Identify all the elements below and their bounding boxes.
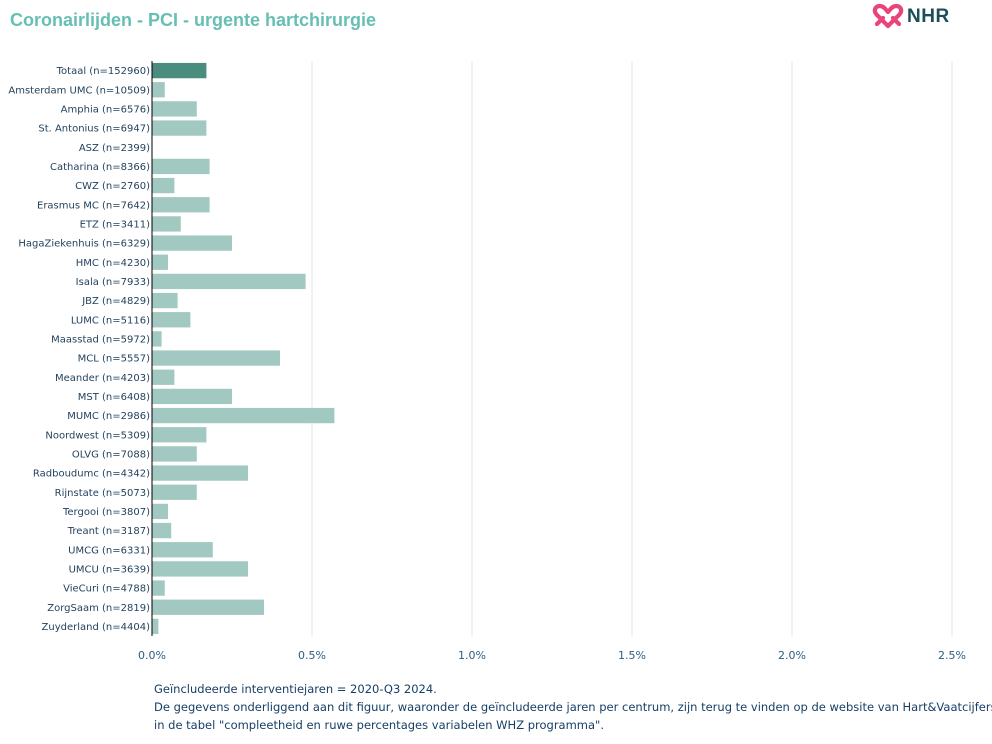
y-tick-label: MST (n=6408) bbox=[78, 392, 150, 403]
bar bbox=[152, 599, 264, 615]
y-tick-label: ZorgSaam (n=2819) bbox=[47, 603, 150, 614]
bar bbox=[152, 62, 207, 79]
bar bbox=[152, 427, 207, 443]
y-tick-label: HagaZiekenhuis (n=6329) bbox=[18, 239, 150, 250]
bar bbox=[152, 369, 175, 385]
bar bbox=[152, 235, 232, 251]
bar bbox=[152, 407, 335, 424]
y-tick-label: ETZ (n=3411) bbox=[80, 219, 151, 230]
y-tick-label: CWZ (n=2760) bbox=[75, 181, 150, 192]
logo-text: NHR bbox=[907, 6, 950, 27]
y-tick-label: Zuyderland (n=4404) bbox=[42, 622, 151, 633]
bar bbox=[152, 216, 181, 232]
y-tick-label: Rijnstate (n=5073) bbox=[55, 488, 150, 499]
bar bbox=[152, 331, 162, 347]
y-tick-label: HMC (n=4230) bbox=[76, 258, 150, 269]
y-tick-label: VieCuri (n=4788) bbox=[63, 584, 150, 595]
y-tick-label: MCL (n=5557) bbox=[78, 354, 150, 365]
bar bbox=[152, 197, 210, 213]
y-tick-label: Tergooi (n=3807) bbox=[62, 507, 150, 518]
bar bbox=[152, 177, 175, 194]
footnote-line-3: in de tabel "compleetheid en ruwe percen… bbox=[154, 718, 605, 732]
y-tick-label: St. Antonius (n=6947) bbox=[38, 124, 150, 135]
x-tick-label: 1.5% bbox=[618, 649, 646, 662]
bar-chart: 0.0% 0.5% 1.0% 1.5% 2.0% 2.5% Totaal (n=152960… bbox=[8, 61, 966, 662]
x-tick-label: 0.5% bbox=[298, 649, 326, 662]
bar bbox=[152, 312, 191, 328]
bar bbox=[152, 82, 165, 98]
page-title: Coronairlijden - PCI - urgente hartchiru… bbox=[10, 10, 377, 30]
chart-footnote: Geïncludeerde interventiejaren = 2020-Q3… bbox=[154, 680, 992, 734]
y-tick-label: JBZ (n=4829) bbox=[81, 296, 150, 307]
bar bbox=[152, 254, 168, 270]
bar bbox=[152, 292, 178, 309]
y-tick-label: Meander (n=4203) bbox=[55, 373, 150, 384]
bar bbox=[152, 446, 197, 462]
x-tick-label: 2.0% bbox=[778, 649, 806, 662]
y-tick-label: Treant (n=3187) bbox=[67, 526, 150, 537]
x-tick-label: 0.0% bbox=[138, 649, 166, 662]
bar bbox=[152, 350, 280, 366]
bar bbox=[152, 101, 197, 117]
y-tick-label: Amphia (n=6576) bbox=[61, 104, 150, 115]
bar bbox=[152, 542, 213, 558]
bar bbox=[152, 388, 232, 405]
footnote-line-2: De gegevens onderliggend aan dit figuur,… bbox=[154, 700, 992, 714]
y-tick-label: Radboudumc (n=4342) bbox=[33, 469, 150, 480]
bar bbox=[152, 273, 306, 290]
y-tick-label: Catharina (n=8366) bbox=[50, 162, 150, 173]
y-tick-label: OLVG (n=7088) bbox=[72, 449, 150, 460]
bar bbox=[152, 561, 248, 577]
y-tick-label: Totaal (n=152960) bbox=[56, 66, 150, 77]
bar bbox=[152, 580, 165, 596]
y-tick-label: Amsterdam UMC (n=10509) bbox=[8, 85, 150, 96]
x-tick-label: 1.0% bbox=[458, 649, 486, 662]
y-tick-label: Isala (n=7933) bbox=[76, 277, 150, 288]
bar bbox=[152, 618, 159, 635]
y-tick-label: Noordwest (n=5309) bbox=[45, 430, 150, 441]
bar bbox=[152, 120, 207, 136]
x-tick-label: 2.5% bbox=[938, 649, 966, 662]
y-tick-label: UMCG (n=6331) bbox=[68, 545, 150, 556]
y-tick-label: Maasstad (n=5972) bbox=[51, 334, 150, 345]
y-tick-label: UMCU (n=3639) bbox=[69, 564, 150, 575]
y-tick-label: Erasmus MC (n=7642) bbox=[37, 200, 150, 211]
bar bbox=[152, 465, 248, 481]
heart-cross-logo-icon bbox=[872, 3, 904, 29]
y-tick-label: MUMC (n=2986) bbox=[67, 411, 150, 422]
bar bbox=[152, 522, 172, 539]
y-tick-label: LUMC (n=5116) bbox=[71, 315, 150, 326]
bar bbox=[152, 503, 168, 520]
footnote-line-1: Geïncludeerde interventiejaren = 2020-Q3… bbox=[154, 682, 437, 696]
bar bbox=[152, 484, 197, 500]
bar bbox=[152, 158, 210, 175]
nhr-logo: NHR bbox=[871, 2, 961, 34]
y-tick-label: ASZ (n=2399) bbox=[79, 143, 150, 154]
